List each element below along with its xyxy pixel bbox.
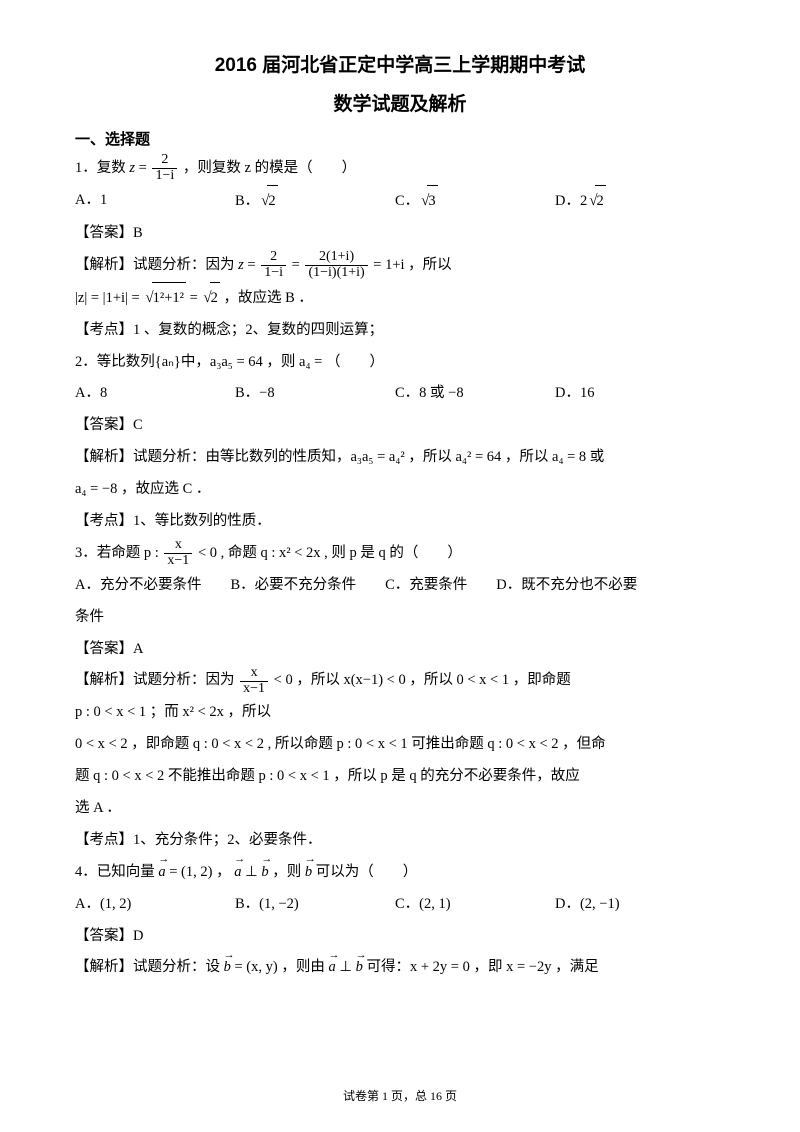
q1-opt-b: B．2 [235,185,395,218]
q2-options: A．8 B．−8 C．8 或 −8 D．16 [75,378,725,410]
q3-stem: 3．若命题 p : x x−1 < 0 , 命题 q : x² < 2x , 则… [75,538,725,570]
q1-mod: |z| = |1+i| = 1²+1² = 2 ，故应选 B ． [75,282,725,315]
q1-opt-d: D．22 [555,185,715,218]
q3-line4: 题 q : 0 < x < 2 不能推出命题 p : 0 < x < 1 ，所以… [75,761,725,793]
q3-line2: p : 0 < x < 1 ；而 x² < 2x ，所以 [75,697,725,729]
q1-options: A．1 B．2 C．3 D．22 [75,185,725,218]
q3-options2: 条件 [75,602,725,634]
q1-opt-a: A．1 [75,185,235,218]
q2-opt-d: D．16 [555,378,715,410]
q1-stem: 1．复数 z = 2 1−i ，则复数 z 的模是（ ） [75,153,725,185]
section-header: 一、选择题 [75,128,725,149]
page-title-2: 数学试题及解析 [75,89,725,116]
q1-kaodian: 【考点】1 、复数的概念；2、复数的四则运算； [75,315,725,347]
q2-opt-a: A．8 [75,378,235,410]
q4-analysis: 【解析】试题分析：设 b = (x, y) ，则由 a ⊥ b 可得：x + 2… [75,952,725,984]
page-title-1: 2016 届河北省正定中学高三上学期期中考试 [75,50,725,77]
page-footer: 试卷第 1 页，总 16 页 [0,1087,800,1104]
q4-opt-d: D．(2, −1) [555,889,715,921]
q1-opt-c: C．3 [395,185,555,218]
exam-page: 2016 届河北省正定中学高三上学期期中考试 数学试题及解析 一、选择题 1．复… [0,0,800,1132]
q2-analysis: 【解析】试题分析：由等比数列的性质知，a₃a₅ = a₄² ，所以 a₄² = … [75,442,725,474]
q3-kaodian: 【考点】1、充分条件；2、必要条件． [75,825,725,857]
q2-answer: 【答案】C [75,410,725,442]
q3-line3: 0 < x < 2 ，即命题 q : 0 < x < 2 , 所以命题 p : … [75,729,725,761]
q3-line5: 选 A ． [75,793,725,825]
q4-opt-c: C．(2, 1) [395,889,555,921]
q4-answer: 【答案】D [75,921,725,953]
q2-analysis2: a₄ = −8 ，故应选 C ． [75,474,725,506]
q1-frac: 2 1−i [152,153,177,183]
q4-options: A．(1, 2) B．(1, −2) C．(2, 1) D．(2, −1) [75,889,725,921]
q2-kaodian: 【考点】1、等比数列的性质． [75,506,725,538]
q2-stem: 2．等比数列{aₙ}中，a₃a₅ = 64 ，则 a₄ = （ ） [75,347,725,379]
q2-opt-c: C．8 或 −8 [395,378,555,410]
q3-options: A．充分不必要条件 B．必要不充分条件 C．充要条件 D．既不充分也不必要 [75,570,725,602]
q1-stem-post: ，则复数 z 的模是（ ） [183,160,356,176]
q3-analysis: 【解析】试题分析：因为 x x−1 < 0 ，所以 x(x−1) < 0 ，所以… [75,665,725,697]
q4-stem: 4．已知向量 a = (1, 2) ， a ⊥ b ，则 b 可以为（ ） [75,857,725,889]
q1-answer: 【答案】B [75,218,725,250]
q1-stem-pre: 1．复数 [75,160,126,176]
q2-opt-b: B．−8 [235,378,395,410]
q1-analysis: 【解析】试题分析：因为 z = 2 1−i = 2(1+i) (1−i)(1+i… [75,250,725,282]
q4-opt-b: B．(1, −2) [235,889,395,921]
q4-opt-a: A．(1, 2) [75,889,235,921]
q3-answer: 【答案】A [75,634,725,666]
